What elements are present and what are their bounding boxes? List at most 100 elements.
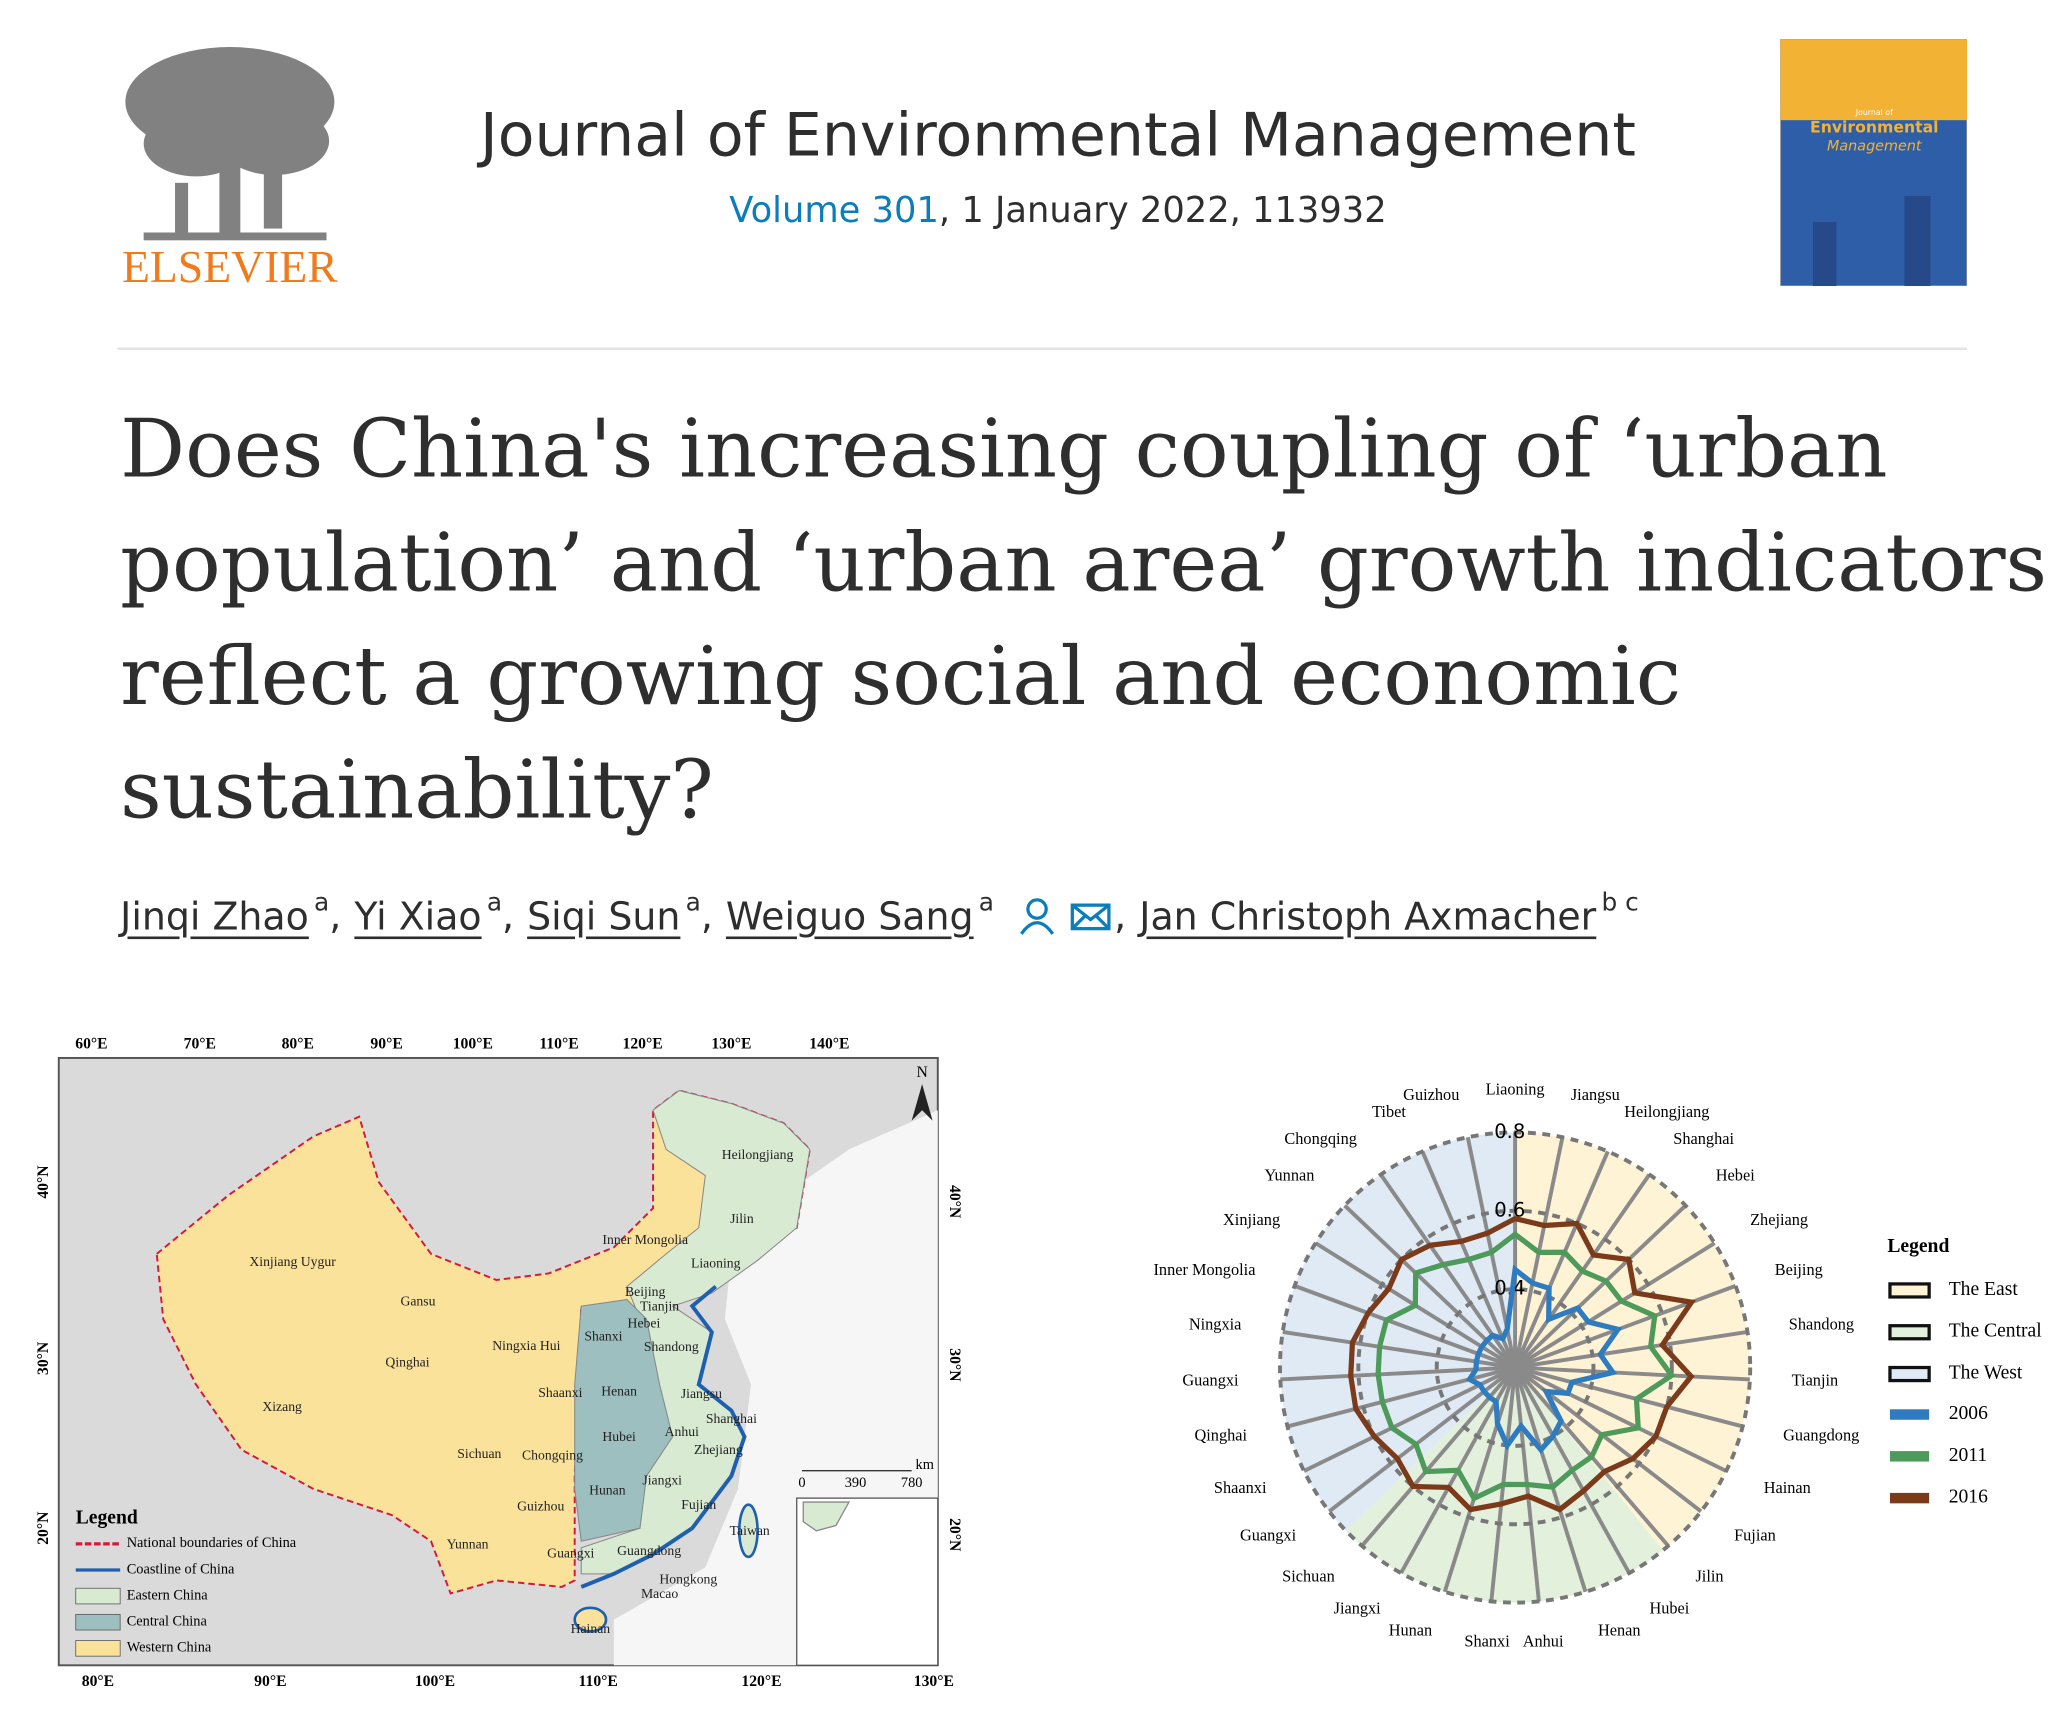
spoke [1514, 1365, 1744, 1429]
legend-swatch [1889, 1451, 1930, 1462]
map-axis-label: 90°E [254, 1673, 286, 1690]
spoke [1514, 1329, 1748, 1370]
category-label: Anhui [1523, 1632, 1564, 1651]
journal-title: Journal of Environmental Management [479, 99, 1636, 170]
province-label: Hebei [628, 1316, 661, 1331]
province-label: Guangxi [547, 1545, 594, 1560]
author[interactable]: Weiguo Sang a [725, 888, 994, 939]
legend-swatch [1888, 1324, 1931, 1341]
province-label: Hubei [602, 1429, 636, 1444]
author-name: Yi Xiao [354, 894, 482, 939]
category-label: Guangdong [1783, 1426, 1859, 1445]
cover-title: Environmental [1810, 117, 1939, 136]
issue-info: , 1 January 2022, 113932 [938, 190, 1387, 232]
category-label: Beijing [1775, 1260, 1823, 1279]
map-legend-label: Coastline of China [127, 1561, 235, 1577]
author-name: Siqi Sun [527, 894, 681, 939]
category-label: Shanghai [1673, 1129, 1734, 1148]
map-axis-label: 110°E [539, 1035, 578, 1052]
category-label: Hebei [1716, 1165, 1755, 1184]
province-label: Anhui [665, 1424, 699, 1439]
province-label: Xizang [262, 1399, 302, 1414]
province-label: Shanghai [706, 1411, 757, 1426]
category-label: Jiangxi [1334, 1598, 1382, 1617]
map-axis-label: 120°E [741, 1673, 781, 1690]
province-label: Guangdong [617, 1543, 681, 1558]
province-label: Tianjin [640, 1299, 679, 1314]
map-axis-label: 100°E [415, 1673, 455, 1690]
category-label: Heilongjiang [1624, 1102, 1709, 1121]
publisher: ELSEVIER [122, 241, 338, 292]
province-label: Jiangsu [681, 1386, 722, 1401]
affiliation: a [314, 888, 330, 917]
title-line: reflect a growing social and economic [120, 628, 1682, 724]
email-icon[interactable] [1070, 896, 1112, 935]
inset-china [802, 1501, 851, 1532]
r-tick-label: 0.6 [1494, 1198, 1525, 1221]
author[interactable]: Jan Christoph Axmacher b c [1139, 888, 1638, 938]
map-axis-label: 60°E [75, 1035, 107, 1052]
author-list: Jinqi Zhao a, Yi Xiao a, Siqi Sun a, Weiguo Sa… [120, 888, 1639, 939]
province-label: Shanxi [584, 1329, 622, 1344]
province-label: Hongkong [659, 1572, 717, 1587]
north-arrow [911, 1084, 933, 1121]
legend-label: The West [1949, 1363, 2023, 1384]
article-title: Does China's increasing coupling of ‘urb… [120, 392, 2047, 847]
coastline [580, 1285, 747, 1589]
category-label: Hunan [1389, 1620, 1433, 1639]
author[interactable]: Jinqi Zhao a [120, 888, 329, 938]
spoke [1442, 1366, 1517, 1593]
category-label: Guangxi [1182, 1370, 1239, 1389]
map-axis-label: 30°N [35, 1341, 52, 1375]
journal-cover[interactable]: Journal of Environmental Management [1780, 39, 1968, 287]
title-line: population’ and ‘urban area’ growth indi… [120, 514, 2048, 610]
legend-title: Legend [1887, 1236, 1949, 1257]
person-icon[interactable] [1018, 896, 1057, 936]
category-label: Jilin [1695, 1566, 1723, 1585]
affiliation: a [978, 888, 995, 917]
legend-swatch [75, 1587, 121, 1605]
region-sector [1515, 1132, 1751, 1551]
province-label: Jiangxi [642, 1472, 682, 1487]
province-label: Guizhou [517, 1498, 564, 1513]
category-label: Henan [1598, 1620, 1641, 1639]
north-label: N [916, 1064, 927, 1081]
category-label: Qinghai [1194, 1426, 1247, 1445]
legend-label: 2011 [1949, 1445, 1987, 1466]
series-line [1465, 1264, 1623, 1454]
series-line [1375, 1230, 1676, 1502]
grid-circle [1434, 1287, 1596, 1448]
province-label: Shandong [644, 1339, 699, 1354]
map-legend-label: National boundaries of China [127, 1535, 297, 1551]
author[interactable]: Siqi Sun a [527, 888, 701, 939]
divider [117, 347, 1968, 351]
legend-label: 2016 [1949, 1487, 1988, 1508]
legend-label: The Central [1949, 1321, 2043, 1342]
category-label: Shanxi [1464, 1632, 1510, 1651]
province-label: Xinjiang Uygur [249, 1254, 336, 1269]
category-label: Fujian [1734, 1526, 1776, 1545]
category-label: Shandong [1789, 1314, 1854, 1333]
province-label: Yunnan [447, 1536, 489, 1551]
province-label: Jilin [730, 1211, 754, 1226]
legend-swatch [1889, 1409, 1930, 1420]
category-label: Zhejiang [1750, 1210, 1808, 1229]
volume-line: Volume 301, 1 January 2022, 113932 [0, 191, 2048, 231]
map-axis-label: 90°E [370, 1035, 402, 1052]
map-axis-label: 130°E [914, 1673, 954, 1690]
r-tick-label: 0.4 [1494, 1277, 1525, 1300]
category-label: Tibet [1372, 1102, 1406, 1121]
legend-swatch [1889, 1492, 1930, 1504]
volume-link[interactable]: Volume 301 [729, 190, 939, 232]
map-axis-label: 80°E [82, 1673, 114, 1690]
author-icons[interactable] [1018, 896, 1112, 936]
spoke [1514, 1284, 1737, 1370]
author[interactable]: Yi Xiao a [354, 888, 502, 939]
map-legend-label: Western China [127, 1640, 212, 1656]
author-name: Weiguo Sang [725, 894, 974, 939]
legend-swatch [1888, 1282, 1931, 1299]
category-label: Xinjiang [1223, 1210, 1280, 1229]
legend-label: The East [1949, 1279, 2019, 1300]
category-label: Hubei [1649, 1598, 1689, 1617]
